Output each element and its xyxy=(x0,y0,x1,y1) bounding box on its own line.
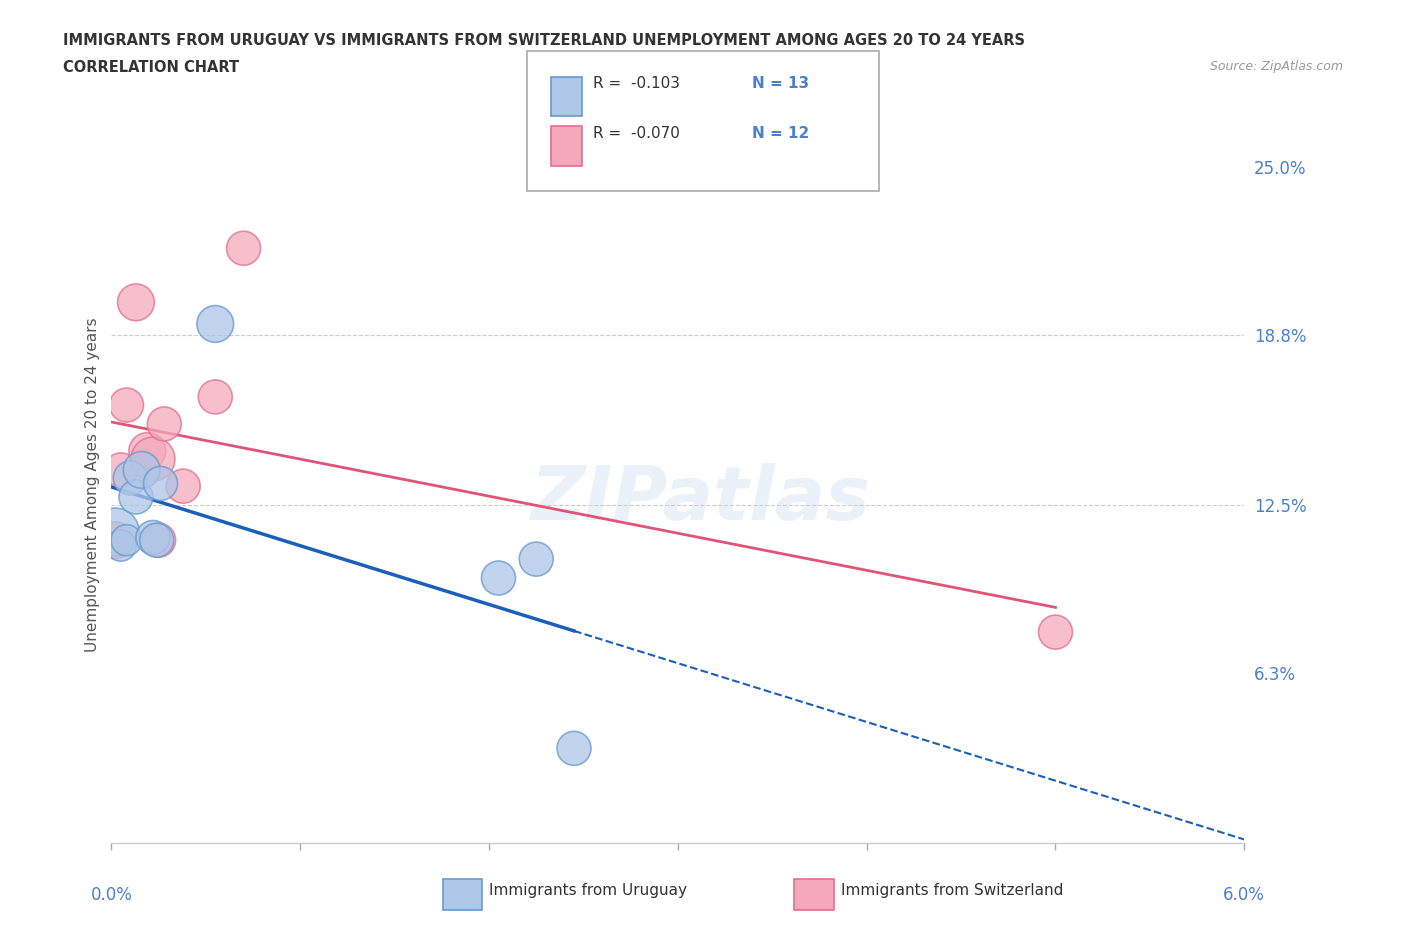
Point xyxy=(145,533,167,548)
Text: ZIPatlas: ZIPatlas xyxy=(530,462,870,536)
Point xyxy=(562,741,585,756)
Point xyxy=(131,462,153,477)
Point xyxy=(115,398,138,413)
Text: N = 13: N = 13 xyxy=(752,76,810,91)
Point xyxy=(110,462,132,477)
Point xyxy=(115,533,138,548)
Point xyxy=(110,538,132,553)
Y-axis label: Unemployment Among Ages 20 to 24 years: Unemployment Among Ages 20 to 24 years xyxy=(86,317,100,652)
Point xyxy=(142,530,165,545)
Point xyxy=(142,452,165,467)
Point xyxy=(148,533,170,548)
Point xyxy=(204,316,226,331)
Point xyxy=(153,417,176,432)
Point xyxy=(149,476,172,491)
Text: Immigrants from Uruguay: Immigrants from Uruguay xyxy=(489,883,688,897)
Point xyxy=(232,241,254,256)
Text: IMMIGRANTS FROM URUGUAY VS IMMIGRANTS FROM SWITZERLAND UNEMPLOYMENT AMONG AGES 2: IMMIGRANTS FROM URUGUAY VS IMMIGRANTS FR… xyxy=(63,33,1025,47)
Text: 0.0%: 0.0% xyxy=(90,886,132,904)
Text: Immigrants from Switzerland: Immigrants from Switzerland xyxy=(841,883,1063,897)
Point xyxy=(104,525,127,539)
Point xyxy=(104,533,127,548)
Point xyxy=(125,295,148,310)
Point xyxy=(136,444,159,458)
Point xyxy=(120,471,142,485)
Text: Source: ZipAtlas.com: Source: ZipAtlas.com xyxy=(1209,60,1343,73)
Text: 6.0%: 6.0% xyxy=(1223,886,1265,904)
Text: N = 12: N = 12 xyxy=(752,126,810,140)
Point xyxy=(524,551,547,566)
Point xyxy=(172,479,194,494)
Point xyxy=(488,571,510,586)
Point xyxy=(1045,625,1067,640)
Text: CORRELATION CHART: CORRELATION CHART xyxy=(63,60,239,75)
Point xyxy=(125,489,148,504)
Text: R =  -0.103: R = -0.103 xyxy=(593,76,681,91)
Point xyxy=(204,390,226,405)
Text: R =  -0.070: R = -0.070 xyxy=(593,126,681,140)
